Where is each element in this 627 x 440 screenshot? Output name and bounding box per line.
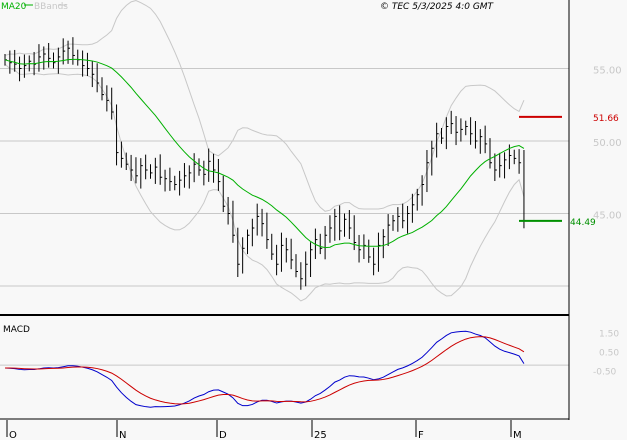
x-tick-label: D (219, 430, 227, 440)
bbands-legend: BBands (34, 2, 68, 12)
macd-y-tick-label: 1.50 (599, 330, 619, 340)
bollinger-upper (4, 0, 525, 212)
x-tick-label: F (418, 430, 424, 440)
macd-y-tick-label: 0.50 (599, 349, 619, 359)
x-tick-label: M (513, 430, 522, 440)
y-tick-label: 55.00 (593, 66, 622, 77)
signal-line (4, 336, 525, 405)
copyright: © TEC 5/3/2025 4:0 GMT (380, 2, 495, 12)
level-label: 44.49 (570, 218, 596, 228)
macd-y-tick-label: -0.50 (593, 368, 617, 378)
macd-line (4, 330, 525, 408)
x-tick-label: O (9, 430, 17, 440)
ma20-legend: MA20 (1, 2, 27, 12)
x-tick-label: 25 (314, 430, 327, 440)
y-tick-label: 50.00 (593, 138, 622, 149)
x-tick-label: N (119, 430, 126, 440)
level-label: 51.66 (593, 114, 619, 124)
y-tick-label: 45.00 (593, 211, 622, 222)
ma20-line (4, 58, 525, 249)
bollinger-lower (4, 63, 525, 302)
macd-title: MACD (3, 325, 30, 335)
